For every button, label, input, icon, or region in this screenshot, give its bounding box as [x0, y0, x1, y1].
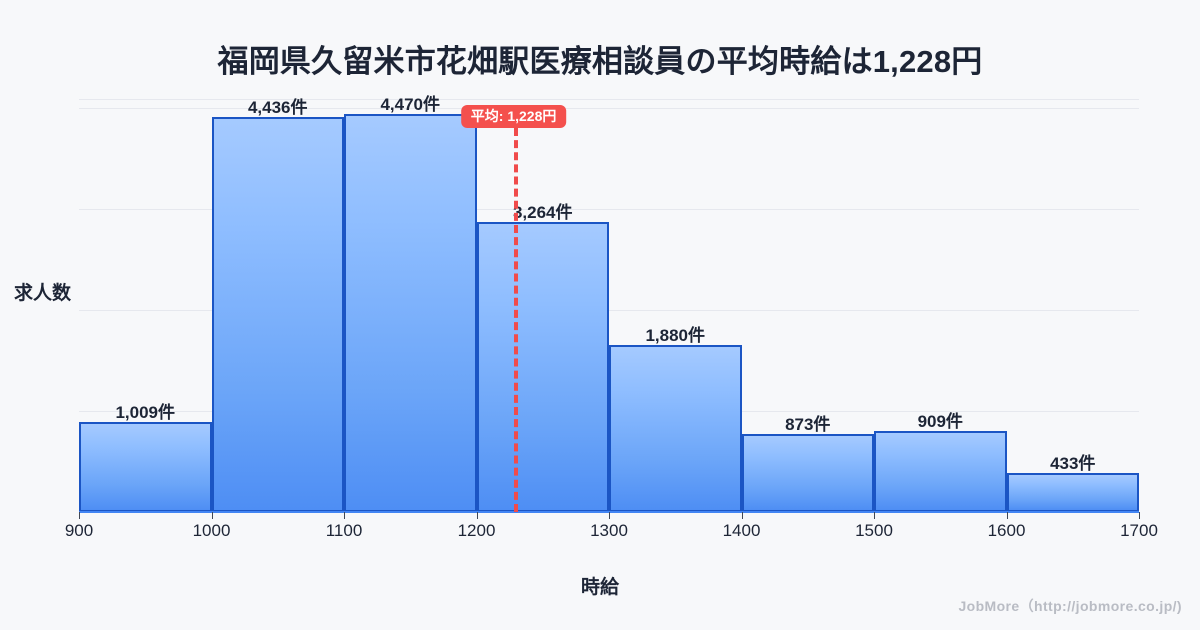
- mean-line: [513, 128, 518, 512]
- bar-value-label: 3,264件: [512, 202, 573, 222]
- x-tick: [344, 512, 345, 519]
- x-tick-label: 900: [64, 521, 94, 540]
- mean-badge: 平均: 1,228円: [460, 105, 567, 128]
- bar-value-label: 909件: [917, 412, 963, 432]
- x-tick: [741, 512, 743, 519]
- page-title: 福岡県久留米市花畑駅医療相談員の平均時給は1,228円: [217, 44, 983, 79]
- x-tick-label: 1600: [987, 521, 1026, 540]
- x-tick: [476, 512, 478, 519]
- x-tick: [1139, 512, 1140, 519]
- bar-value-label: 873件: [785, 415, 831, 435]
- watermark: JobMore（http://jobmore.co.jp/): [958, 598, 1182, 614]
- bar[interactable]: [79, 422, 212, 512]
- bar-value-label: 1,880件: [645, 325, 706, 345]
- bar[interactable]: [344, 114, 477, 512]
- bar-value-label: 4,470件: [380, 95, 441, 115]
- x-tick: [79, 512, 80, 519]
- y-axis-label: 求人数: [14, 283, 72, 304]
- x-tick-label: 1700: [1120, 521, 1158, 540]
- bar-value-label: 4,436件: [247, 98, 308, 118]
- gridline-2: [79, 209, 1139, 211]
- gridline-1: [79, 310, 1139, 312]
- x-tick: [1006, 512, 1008, 519]
- x-tick-label: 1500: [855, 521, 893, 540]
- x-tick-label: 1000: [192, 521, 231, 540]
- bar-value-label: 1,009件: [115, 403, 176, 423]
- x-tick: [609, 512, 610, 519]
- x-tick-label: 1100: [325, 521, 363, 540]
- bar-value-label: 433件: [1050, 454, 1096, 474]
- bar[interactable]: [476, 221, 609, 512]
- x-tick-label: 1200: [457, 521, 496, 540]
- bar[interactable]: [874, 431, 1007, 512]
- x-tick: [211, 512, 213, 519]
- bar[interactable]: [609, 344, 742, 512]
- x-tick-label: 1300: [590, 521, 628, 540]
- bar[interactable]: [1006, 473, 1139, 512]
- x-tick-label: 1400: [722, 521, 761, 540]
- gridline-top: [79, 99, 1139, 100]
- bar[interactable]: [211, 117, 344, 512]
- x-axis-label: 時給: [580, 577, 619, 598]
- gridline-3: [79, 108, 1139, 110]
- bar[interactable]: [741, 434, 874, 512]
- x-tick: [874, 512, 875, 519]
- plot-area: 1,009件 4,436件 4,470件 3,264件 1,880件 873件 909件 43…: [79, 94, 1139, 512]
